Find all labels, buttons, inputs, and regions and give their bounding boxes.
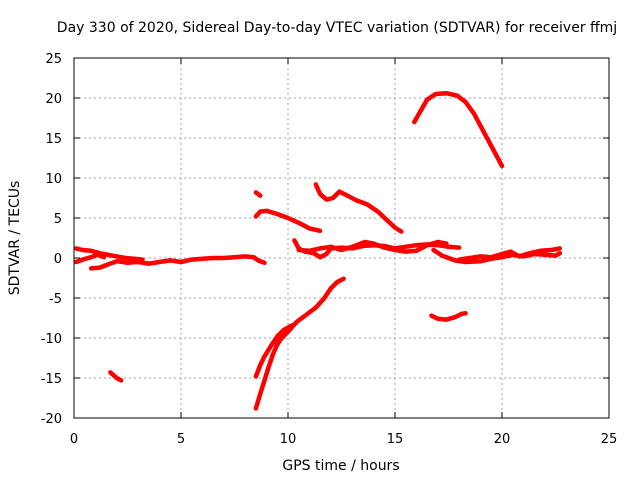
series-arc-8 bbox=[253, 208, 323, 234]
grid bbox=[74, 58, 609, 418]
series-layer bbox=[73, 90, 563, 411]
axis-ticks: 0 5 10 15 20 25 -20 -15 -10 -5 0 5 10 15 20 25 bbox=[41, 52, 618, 447]
y-tick-label: 15 bbox=[45, 132, 62, 147]
series-arc-6 bbox=[253, 322, 295, 379]
x-axis-label: GPS time / hours bbox=[282, 458, 399, 474]
y-tick-label: 5 bbox=[54, 212, 62, 227]
series-arc-14 bbox=[412, 90, 505, 169]
plot-frame bbox=[73, 57, 610, 419]
x-tick-label: 25 bbox=[601, 432, 618, 447]
series-arc-15 bbox=[429, 310, 468, 322]
series-arc-4 bbox=[108, 370, 124, 383]
chart-title: Day 330 of 2020, Sidereal Day-to-day VTE… bbox=[57, 20, 617, 36]
x-tick-label: 10 bbox=[280, 432, 297, 447]
x-tick-label: 15 bbox=[387, 432, 404, 447]
y-tick-label: -20 bbox=[41, 412, 62, 427]
series-arc-11 bbox=[431, 247, 563, 265]
x-tick-label: 0 bbox=[70, 432, 78, 447]
x-tick-label: 5 bbox=[177, 432, 185, 447]
y-tick-label: 20 bbox=[45, 92, 62, 107]
series-arc-13 bbox=[313, 182, 404, 234]
series-arc-10 bbox=[296, 239, 449, 254]
y-tick-label: -5 bbox=[49, 292, 62, 307]
series-arc-7 bbox=[253, 190, 263, 198]
series-arc-5 bbox=[253, 276, 346, 411]
y-tick-label: 10 bbox=[45, 172, 62, 187]
y-axis-label: SDTVAR / TECUs bbox=[7, 181, 23, 296]
series-arc-12 bbox=[456, 246, 563, 262]
y-tick-label: 0 bbox=[54, 252, 62, 267]
y-tick-label: -10 bbox=[41, 332, 62, 347]
x-tick-label: 20 bbox=[494, 432, 511, 447]
series-arc-1 bbox=[73, 246, 145, 262]
y-tick-label: -15 bbox=[41, 372, 62, 387]
series-arc-2 bbox=[73, 252, 107, 265]
y-tick-label: 25 bbox=[45, 52, 62, 67]
series-arc-3 bbox=[88, 254, 267, 271]
